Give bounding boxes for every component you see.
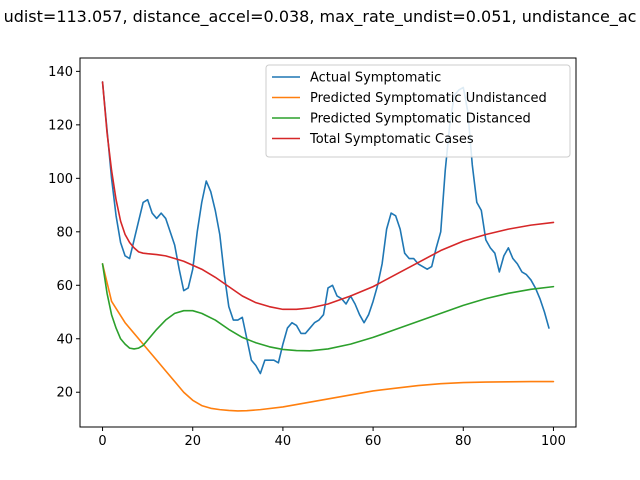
x-axis: 0 20 40 60 80 100 [98,427,566,449]
legend-label: Total Symptomatic Cases [309,132,474,147]
x-tick-label: 60 [365,434,382,449]
x-tick-label: 100 [541,434,566,449]
chart-title: udist=113.057, distance_accel=0.038, max… [4,7,637,27]
x-tick-label: 40 [275,434,292,449]
y-tick-label: 120 [48,118,73,133]
y-tick-label: 60 [56,279,73,294]
x-tick-label: 20 [184,434,201,449]
x-tick-label: 0 [98,434,106,449]
series-line-1 [101,81,550,375]
x-tick-label: 80 [455,434,472,449]
y-tick-label: 20 [56,386,73,401]
y-tick-label: 40 [56,332,73,347]
legend: Actual Symptomatic Predicted Symptomatic … [265,64,571,158]
y-tick-label: 100 [48,172,73,187]
legend-label: Predicted Symptomatic Distanced [310,112,531,127]
legend-label: Actual Symptomatic [310,71,441,86]
legend-label: Predicted Symptomatic Undistanced [310,91,547,106]
y-axis: 20 40 60 80 100 120 140 [48,65,80,401]
y-tick-label: 140 [48,65,73,80]
series-line-4 [101,81,555,311]
series-line-2 [101,263,555,412]
legend-box [265,64,571,158]
y-tick-label: 80 [56,225,73,240]
series-group [101,81,555,412]
series-line-3 [101,263,555,352]
